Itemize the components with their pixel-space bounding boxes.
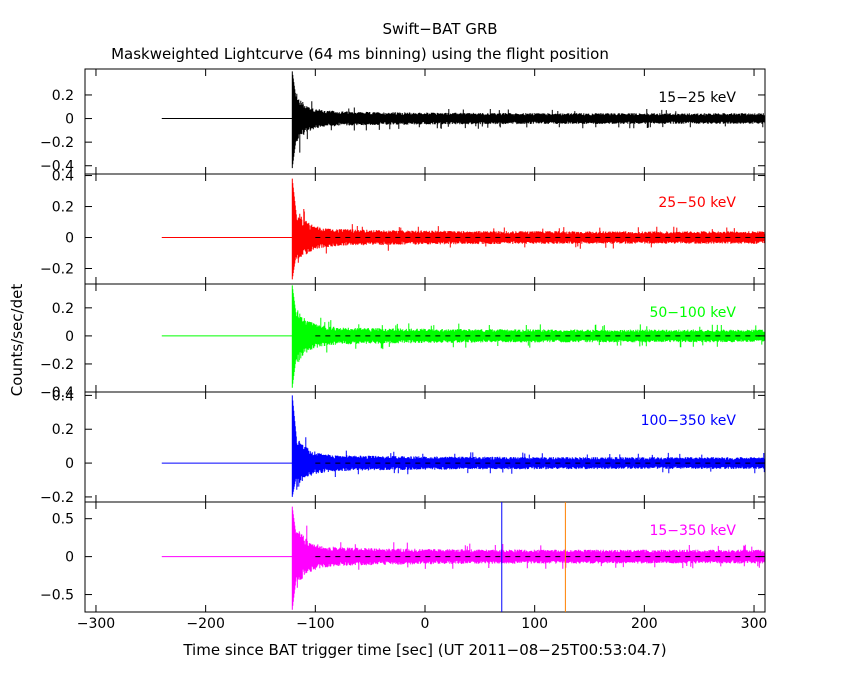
y-tick-label: −0.2 [40, 135, 74, 151]
x-tick-label: 200 [631, 616, 658, 632]
x-axis-label: Time since BAT trigger time [sec] (UT 20… [182, 641, 666, 659]
energy-band-label: 15−25 keV [658, 90, 736, 106]
panel-4: −0.2 0 0.2 0.4 100−350 keV [40, 388, 766, 506]
x-tick-label: −100 [296, 616, 334, 632]
y-tick-label: 0.2 [52, 200, 74, 216]
panel-1: −0.4 −0.2 0 0.2 15−25 keV [40, 68, 766, 175]
chart-title: Swift−BAT GRB [382, 20, 497, 38]
y-tick-label: −0.2 [40, 262, 74, 278]
panel-frame [84, 391, 766, 503]
y-tick-label: 0.5 [52, 512, 74, 528]
y-tick-label: 0 [65, 329, 74, 345]
panel-2: −0.2 0 0.2 0.4 25−50 keV [40, 169, 766, 285]
y-tick-label: 0.2 [52, 422, 74, 438]
energy-band-label: 50−100 keV [649, 305, 736, 321]
y-tick-label: 0 [65, 456, 74, 472]
x-tick-label: 100 [521, 616, 548, 632]
panel-3: −0.4 −0.2 0 0.2 50−100 keV [40, 283, 766, 401]
y-tick-label: −0.5 [40, 588, 74, 604]
lightcurve-series [291, 285, 766, 388]
x-tick-label: −200 [186, 616, 224, 632]
y-tick-label: −0.2 [40, 490, 74, 506]
y-tick-label: 0 [65, 231, 74, 247]
x-tick-label: −300 [77, 616, 115, 632]
energy-band-label: 25−50 keV [658, 195, 736, 211]
y-tick-label: 0 [65, 112, 74, 128]
lightcurve-series [291, 178, 766, 280]
x-tick-label: 0 [421, 616, 430, 632]
y-tick-label: 0.4 [52, 388, 74, 404]
y-tick-label: 0.2 [52, 88, 74, 104]
y-tick-label: 0 [65, 550, 74, 566]
y-tick-label: 0.4 [52, 169, 74, 185]
y-axis-label: Counts/sec/det [8, 284, 26, 397]
y-tick-label: 0.2 [52, 301, 74, 317]
panel-5: −0.5 0 0.5 15−350 keV [40, 501, 766, 613]
panel-frame [84, 173, 766, 285]
energy-band-label: 100−350 keV [641, 413, 737, 429]
lightcurve-series [291, 395, 766, 497]
chart-subtitle: Maskweighted Lightcurve (64 ms binning) … [111, 45, 609, 63]
energy-band-label: 15−350 keV [649, 523, 736, 539]
y-tick-label: −0.2 [40, 357, 74, 373]
x-tick-label: 300 [741, 616, 768, 632]
lightcurve-series [291, 71, 766, 169]
y-tick-label: −0.4 [40, 385, 74, 401]
y-tick-label: −0.4 [40, 159, 74, 175]
panels-layer: −0.4 −0.2 0 0.2 15−25 keV −0.2 0 0.2 0.4 25−50 ke… [40, 68, 768, 632]
